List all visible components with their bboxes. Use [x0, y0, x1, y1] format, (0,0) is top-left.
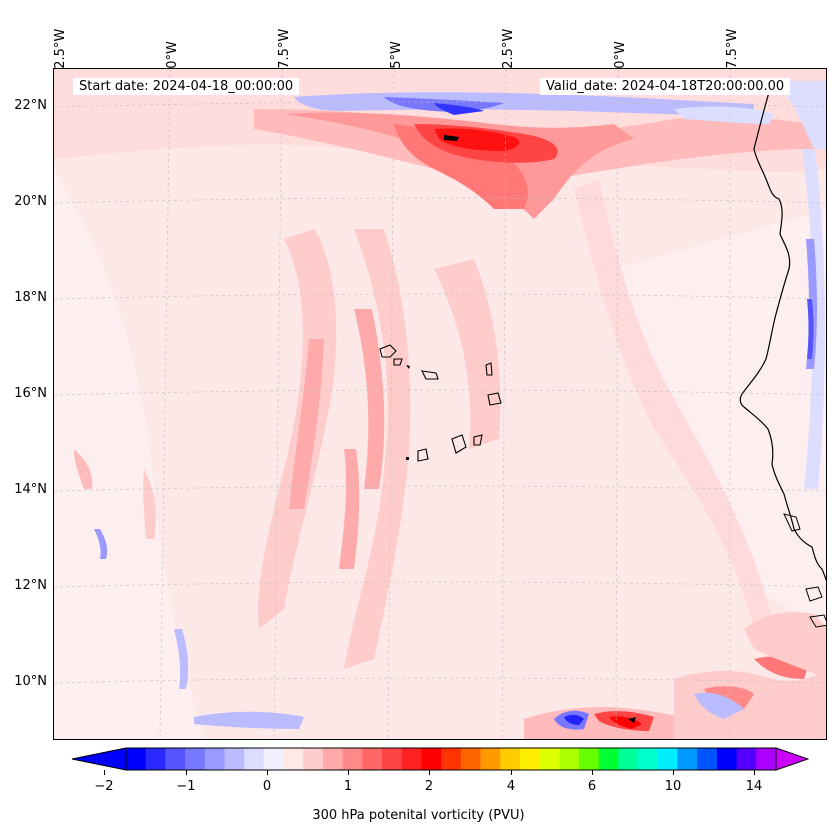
colorbar-tick-mark	[267, 770, 268, 775]
start-date-label: Start date: 2024-04-18_00:00:00	[73, 78, 300, 95]
colorbar-segment	[322, 748, 344, 770]
colorbar-segment	[756, 748, 777, 770]
colorbar-segment	[579, 748, 600, 770]
colorbar-frame	[125, 747, 777, 771]
colorbar-tick-mark	[673, 770, 674, 775]
colorbar-segment	[638, 748, 659, 770]
colorbar-segment	[244, 748, 265, 770]
colorbar-tick-mark	[104, 770, 105, 775]
colorbar-segment	[382, 748, 403, 770]
latitude-label: 18°N	[14, 290, 47, 305]
colorbar-segment	[342, 748, 363, 770]
colorbar-segment	[736, 748, 757, 770]
colorbar-tick-mark	[348, 770, 349, 775]
colorbar-segment	[204, 748, 225, 770]
valid-date-label: Valid_date: 2024-04-18T20:00:00.00	[540, 78, 791, 95]
colorbar-tick-label: 2	[424, 779, 434, 794]
colorbar	[71, 747, 809, 771]
colorbar-segment	[677, 748, 698, 770]
colorbar-extend-high	[775, 747, 809, 771]
colorbar-segment	[401, 748, 422, 770]
colorbar-segment	[618, 748, 639, 770]
colorbar-tick-mark	[429, 770, 430, 775]
latitude-label: 16°N	[14, 386, 47, 401]
colorbar-segment	[716, 748, 738, 770]
colorbar-tick-mark	[592, 770, 593, 775]
colorbar-tick-label: 0	[262, 779, 272, 794]
colorbar-tick-label: 4	[506, 779, 516, 794]
colorbar-segment	[362, 748, 383, 770]
colorbar-label: 300 hPa potenital vorticity (PVU)	[312, 808, 525, 823]
colorbar-segment	[165, 748, 186, 770]
latitude-label: 10°N	[14, 674, 47, 689]
colorbar-extend-low	[71, 747, 127, 771]
colorbar-segment	[480, 748, 501, 770]
map-panel: Start date: 2024-04-18_00:00:00 Valid_da…	[53, 68, 827, 740]
colorbar-segment	[657, 748, 679, 770]
colorbar-tick-mark	[186, 770, 187, 775]
latitude-label: 22°N	[14, 98, 47, 113]
latitude-label: 20°N	[14, 194, 47, 209]
colorbar-tick-label: 6	[587, 779, 597, 794]
latitude-label: 14°N	[14, 482, 47, 497]
colorbar-segment	[303, 748, 324, 770]
colorbar-segment	[421, 748, 442, 770]
colorbar-segment	[559, 748, 580, 770]
colorbar-segment	[126, 748, 147, 770]
colorbar-segment	[598, 748, 619, 770]
colorbar-segment	[283, 748, 304, 770]
colorbar-tick-label: 10	[664, 779, 682, 794]
colorbar-segment	[500, 748, 521, 770]
colorbar-tick-label: −2	[94, 779, 114, 794]
colorbar-tick-label: 14	[745, 779, 763, 794]
colorbar-segment	[263, 748, 285, 770]
colorbar-tick-mark	[511, 770, 512, 775]
colorbar-segment	[697, 748, 718, 770]
colorbar-segment	[145, 748, 166, 770]
colorbar-segment	[460, 748, 482, 770]
colorbar-tick-label: 1	[343, 779, 353, 794]
latitude-label: 12°N	[14, 578, 47, 593]
colorbar-segment	[519, 748, 541, 770]
colorbar-segment	[441, 748, 462, 770]
pv-field-map	[54, 69, 826, 739]
colorbar-tick-label: −1	[176, 779, 196, 794]
colorbar-segment	[539, 748, 560, 770]
colorbar-tick-mark	[754, 770, 755, 775]
colorbar-segment	[224, 748, 245, 770]
colorbar-segment	[185, 748, 206, 770]
